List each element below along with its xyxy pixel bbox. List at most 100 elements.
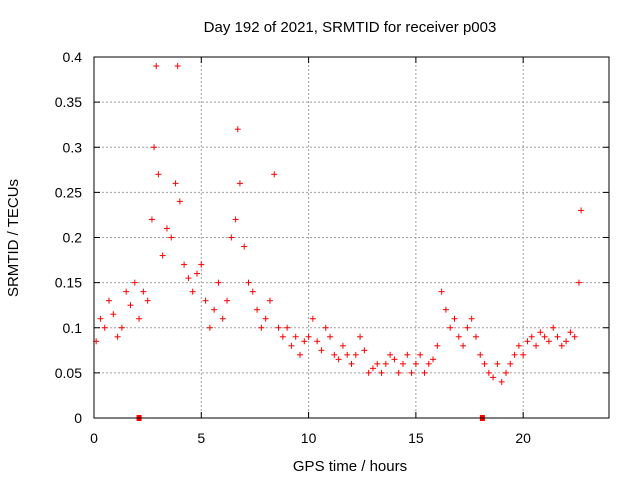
data-point (288, 342, 295, 349)
data-point (571, 333, 578, 340)
data-point (365, 369, 372, 376)
data-point (215, 279, 222, 286)
data-point (232, 216, 239, 223)
data-point (118, 324, 125, 331)
data-point (174, 63, 181, 70)
data-point (309, 315, 316, 322)
data-point (520, 351, 527, 358)
y-tick-label: 0.25 (55, 184, 82, 200)
data-point (400, 360, 406, 367)
data-point (472, 333, 479, 340)
data-point (258, 324, 265, 331)
data-point (430, 356, 437, 363)
data-point (511, 351, 518, 358)
data-point (447, 324, 454, 331)
data-point (417, 351, 424, 358)
data-point (127, 302, 134, 309)
data-point (361, 347, 368, 354)
data-point (206, 324, 213, 331)
data-point (438, 288, 445, 295)
data-point (151, 144, 158, 151)
data-point (554, 333, 561, 340)
data-point (136, 315, 143, 322)
data-point (541, 333, 548, 340)
data-point (202, 297, 209, 304)
data-point (442, 306, 449, 313)
y-tick-label: 0.3 (63, 139, 83, 155)
data-point (172, 180, 179, 187)
data-point (159, 252, 166, 259)
data-points (93, 63, 585, 385)
data-point (503, 369, 509, 376)
data-point (271, 171, 278, 178)
data-point (335, 356, 342, 363)
data-point (563, 338, 570, 345)
data-point (339, 342, 346, 349)
data-point (297, 351, 303, 358)
data-point (490, 374, 497, 381)
data-point (305, 333, 312, 340)
axis-ticks (93, 56, 609, 419)
data-point (575, 279, 582, 286)
data-point (245, 279, 252, 286)
data-point (176, 198, 183, 205)
data-point (148, 216, 155, 223)
data-point (378, 369, 385, 376)
data-point (524, 338, 531, 345)
data-point (181, 261, 188, 268)
y-tick-label: 0.15 (55, 275, 82, 291)
data-point (123, 288, 130, 295)
data-point (567, 329, 574, 336)
data-point (241, 243, 248, 250)
data-point (153, 63, 160, 70)
data-point (131, 279, 138, 286)
data-point (194, 270, 200, 277)
data-point (236, 180, 243, 187)
data-point (211, 306, 218, 313)
data-point (460, 342, 467, 349)
y-tick-label: 0.2 (63, 230, 83, 246)
data-point (97, 315, 104, 322)
data-point (266, 297, 273, 304)
data-point (494, 360, 501, 367)
y-tick-label: 0.1 (63, 320, 83, 336)
y-tick-label: 0.35 (55, 94, 82, 110)
data-point (331, 351, 338, 358)
data-point (327, 333, 334, 340)
x-tick-label: 15 (408, 430, 424, 446)
data-point (228, 234, 235, 241)
chart-title: Day 192 of 2021, SRMTID for receiver p00… (204, 19, 497, 36)
tick-labels: 0 5 10 15 20 0 0.05 0.1 0.15 0.2 0.25 0.3 0.35 0.4 (55, 49, 531, 446)
data-point (249, 288, 256, 295)
data-point (185, 275, 192, 282)
data-point (292, 333, 299, 340)
data-point (545, 338, 552, 345)
data-point (168, 234, 175, 241)
data-point (144, 297, 151, 304)
data-point (344, 351, 351, 358)
data-point (301, 338, 308, 345)
data-point (322, 324, 329, 331)
data-point (425, 360, 432, 367)
data-point (374, 360, 381, 367)
data-point (348, 360, 355, 367)
data-point (219, 315, 226, 322)
data-point (477, 351, 484, 358)
data-point (357, 333, 364, 340)
data-point (318, 347, 325, 354)
data-point (498, 378, 505, 385)
data-point (110, 311, 117, 318)
data-point (224, 297, 231, 304)
data-point (382, 360, 389, 367)
data-point (254, 306, 261, 313)
data-point (140, 288, 147, 295)
data-point (421, 369, 428, 376)
data-point (314, 338, 321, 345)
data-point (485, 369, 492, 376)
data-point (434, 342, 441, 349)
data-point (284, 324, 291, 331)
data-point (279, 333, 286, 340)
data-point (550, 324, 557, 331)
data-point (558, 342, 565, 349)
